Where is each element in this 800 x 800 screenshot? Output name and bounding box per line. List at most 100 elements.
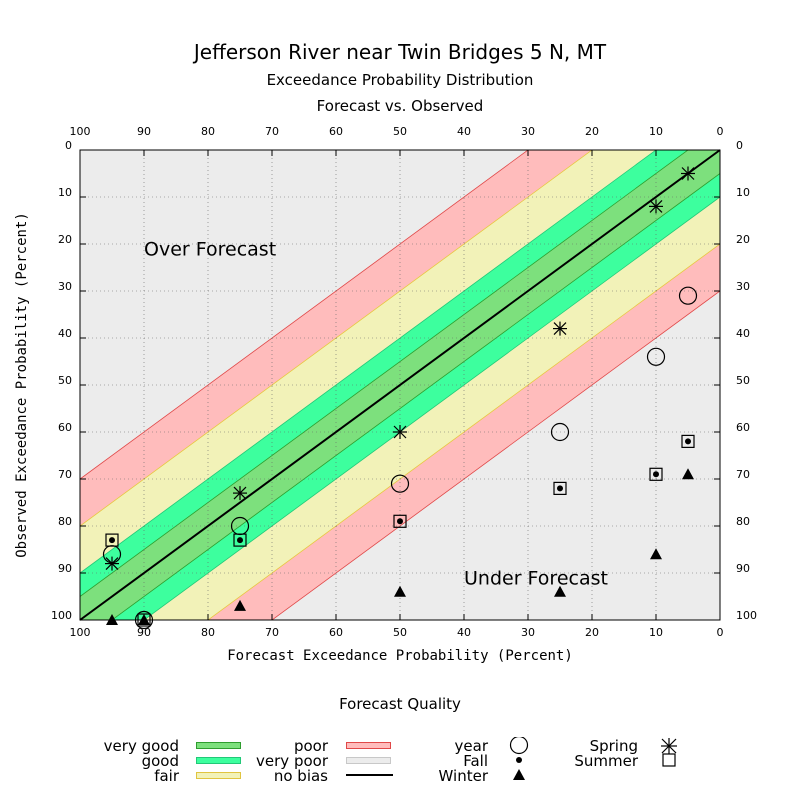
legend-label-very-poor: very poor — [256, 752, 328, 770]
legend-label-good: good — [141, 752, 179, 770]
annotation-under-forecast: Under Forecast — [464, 568, 608, 590]
legend-winter-triangle-icon — [513, 769, 525, 780]
marker-spring — [649, 199, 663, 214]
y-tick-label-left: 70 — [58, 468, 72, 481]
x-tick-label-bottom: 100 — [70, 626, 91, 639]
x-tick-label-top: 40 — [457, 125, 471, 138]
marker-winter — [682, 468, 694, 480]
x-tick-label-top: 60 — [329, 125, 343, 138]
legend-spring-star-icon — [661, 738, 677, 754]
marker-spring — [105, 556, 119, 571]
marker-year — [646, 347, 666, 366]
x-tick-label-top: 50 — [393, 125, 407, 138]
y-tick-label-left: 20 — [58, 233, 72, 246]
x-axis-label: Forecast Exceedance Probability (Percent… — [227, 648, 573, 664]
legend-swatch-no-bias-line — [346, 774, 393, 776]
marker-summer — [393, 514, 407, 528]
legend-label-very-good: very good — [103, 737, 179, 755]
x-tick-label-top: 30 — [521, 125, 535, 138]
y-tick-label-left: 30 — [58, 280, 72, 293]
x-tick-label-top: 20 — [585, 125, 599, 138]
y-tick-label-right: 20 — [736, 233, 750, 246]
x-tick-label-top: 0 — [717, 125, 724, 138]
legend-swatch-fair — [196, 772, 241, 779]
y-tick-label-right: 100 — [736, 609, 757, 622]
legend-label-spring: Spring — [589, 737, 638, 755]
marker-year — [550, 422, 570, 442]
legend-fall-dot-icon — [516, 757, 522, 763]
marker-summer — [137, 613, 151, 627]
marker-year — [390, 474, 410, 493]
legend-year-circle-icon — [509, 737, 529, 755]
marker-winter — [650, 548, 662, 560]
marker-fall — [237, 537, 243, 544]
y-tick-label-right: 90 — [736, 562, 750, 575]
marker-spring — [681, 166, 695, 181]
marker-summer — [233, 533, 247, 547]
marker-winter — [234, 599, 246, 611]
legend-swatch-very-good — [196, 742, 241, 749]
annotation-over-forecast: Over Forecast — [144, 239, 276, 261]
y-tick-label-right: 10 — [736, 186, 750, 199]
legend-label-summer: Summer — [574, 752, 638, 770]
chart-plot: 1001009090808070706060505040403030202010… — [14, 125, 757, 664]
y-tick-label-right: 80 — [736, 515, 750, 528]
x-tick-label-bottom: 30 — [521, 626, 535, 639]
x-tick-label-top: 10 — [649, 125, 663, 138]
x-tick-label-bottom: 60 — [329, 626, 343, 639]
y-tick-label-right: 70 — [736, 468, 750, 481]
marker-summer — [105, 533, 119, 547]
marker-fall — [557, 485, 563, 492]
marker-fall — [685, 438, 691, 445]
legend-label-fall: Fall — [463, 752, 488, 770]
legend-label-no-bias: no bias — [273, 767, 328, 785]
y-tick-label-left: 60 — [58, 421, 72, 434]
legend-label-poor: poor — [293, 737, 328, 755]
marker-year — [678, 286, 698, 305]
y-tick-label-left: 10 — [58, 186, 72, 199]
markers — [102, 166, 698, 630]
legend-markers — [509, 737, 677, 780]
legend-label-fair: fair — [154, 767, 179, 785]
x-tick-label-top: 100 — [70, 125, 91, 138]
x-tick-label-bottom: 40 — [457, 626, 471, 639]
x-tick-label-top: 90 — [137, 125, 151, 138]
marker-fall — [109, 537, 115, 544]
y-tick-label-right: 60 — [736, 421, 750, 434]
marker-summer — [681, 434, 695, 448]
marker-spring — [553, 321, 567, 336]
chart-title: Jefferson River near Twin Bridges 5 N, M… — [193, 40, 607, 64]
no-bias-line — [79, 149, 721, 621]
marker-winter — [106, 614, 118, 625]
x-tick-label-top: 70 — [265, 125, 279, 138]
marker-spring — [233, 486, 247, 501]
chart-subtitle-2: Forecast vs. Observed — [316, 97, 484, 115]
marker-fall — [397, 518, 403, 525]
marker-fall — [653, 471, 659, 478]
y-tick-label-left: 50 — [58, 374, 72, 387]
x-tick-label-bottom: 90 — [137, 626, 151, 639]
legend-swatch-poor — [346, 742, 391, 749]
y-tick-label-left: 100 — [51, 609, 72, 622]
marker-winter — [394, 585, 406, 597]
x-tick-label-bottom: 10 — [649, 626, 663, 639]
y-tick-label-right: 30 — [736, 280, 750, 293]
y-tick-label-left: 90 — [58, 562, 72, 575]
x-tick-label-bottom: 0 — [717, 626, 724, 639]
legend: very good good fair poor very poor no bi… — [0, 737, 800, 797]
marker-year — [134, 610, 154, 630]
marker-summer — [553, 481, 567, 495]
chart-subtitle-1: Exceedance Probability Distribution — [266, 71, 534, 89]
marker-winter — [554, 585, 566, 597]
marker-winter — [138, 614, 150, 625]
x-tick-label-bottom: 70 — [265, 626, 279, 639]
y-axis-label: Observed Exceedance Probability (Percent… — [14, 212, 30, 558]
x-tick-label-bottom: 50 — [393, 626, 407, 639]
y-tick-label-left: 0 — [65, 139, 72, 152]
legend-label-year: year — [454, 737, 488, 755]
marker-spring — [393, 425, 407, 439]
x-tick-label-bottom: 20 — [585, 626, 599, 639]
marker-summer — [649, 467, 663, 481]
legend-summer-square-icon — [662, 753, 676, 767]
y-tick-label-right: 40 — [736, 327, 750, 340]
